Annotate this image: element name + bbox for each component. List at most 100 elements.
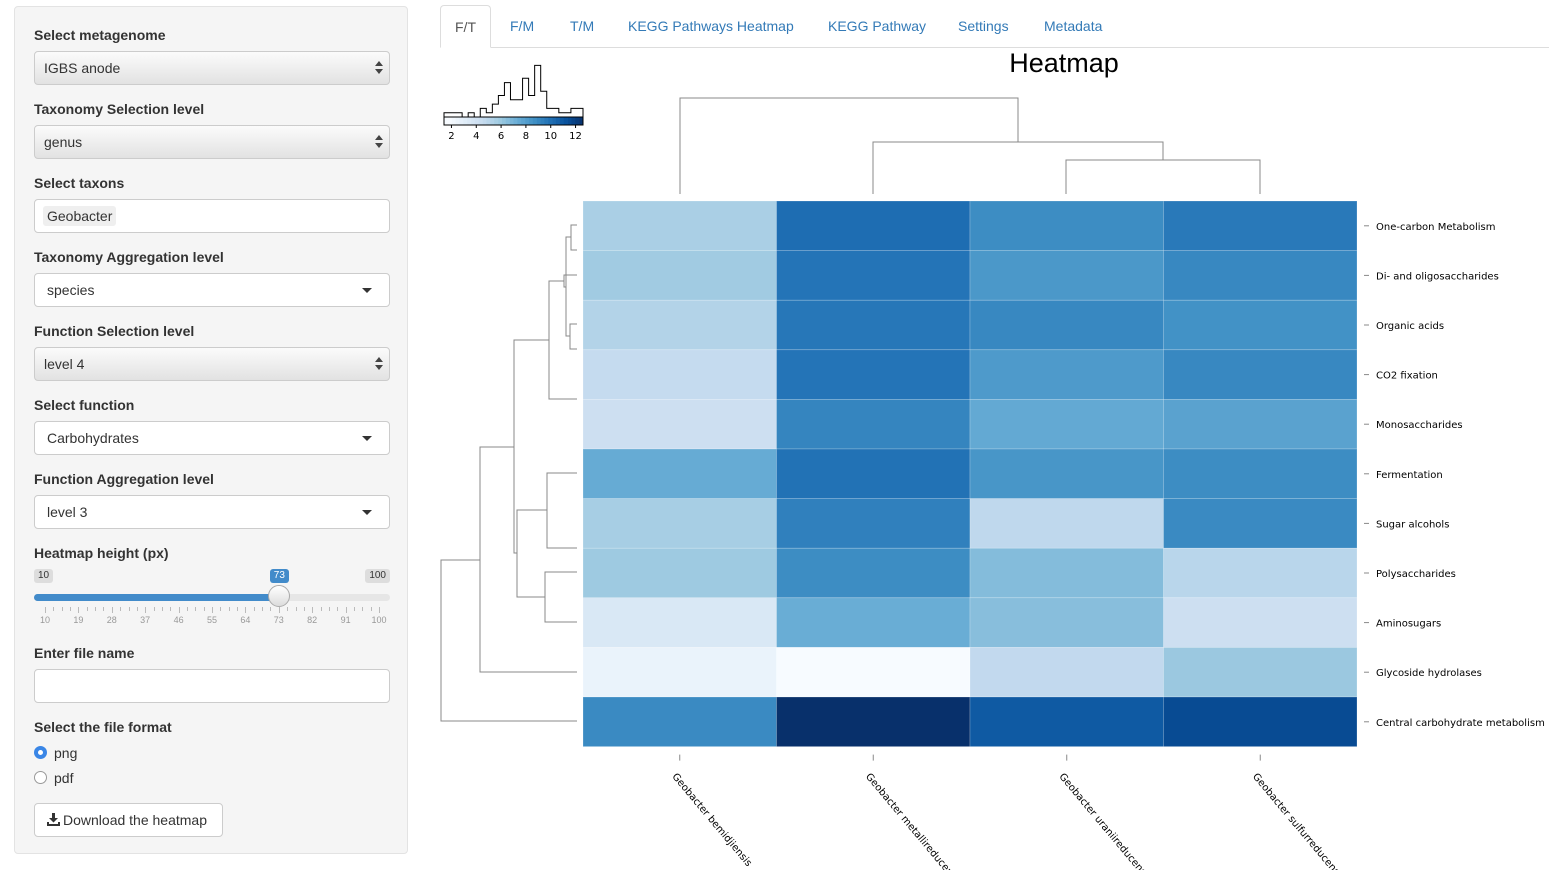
color-key-swatch <box>567 117 572 125</box>
tab-kegg-pathway[interactable]: KEGG Pathway <box>828 18 927 34</box>
slider-grid-tick <box>362 607 364 611</box>
heatmap-cell <box>969 200 1164 251</box>
heatmap-cell <box>582 250 777 301</box>
taxonomy-aggregation-level-select[interactable]: species <box>34 273 390 307</box>
tab-f-m[interactable]: F/M <box>510 18 535 34</box>
tab-metadata[interactable]: Metadata <box>1044 18 1103 34</box>
heatmap-cell <box>969 498 1164 549</box>
tab-kegg-pathways-heatmap[interactable]: KEGG Pathways Heatmap <box>628 18 794 34</box>
tab-settings[interactable]: Settings <box>958 18 1009 34</box>
color-key-frame <box>443 116 584 126</box>
sidebar-panel: Select metagenome IGBS anode Taxonomy Se… <box>14 6 408 854</box>
function-selection-level-select[interactable]: level 4 <box>34 347 390 381</box>
color-key-swatch <box>444 117 449 125</box>
color-key-swatch <box>505 117 510 125</box>
radio-unchecked-icon[interactable] <box>34 771 47 784</box>
select-arrows-icon <box>375 356 383 372</box>
taxons-input[interactable]: Geobacter <box>34 199 390 233</box>
radio-png-label: png <box>54 745 78 761</box>
slider-grid-tick <box>337 607 339 611</box>
color-key-swatch <box>498 117 503 125</box>
column-label: Geobacter metallireducens <box>863 771 959 870</box>
color-key-swatch <box>525 117 530 125</box>
slider-grid-tick <box>161 607 163 611</box>
color-key-histogram <box>443 64 584 118</box>
heatmap-plot: Heatmap 2 4 6 8 10 12 One-carbon Metabolism Di… <box>440 48 1545 870</box>
slider-grid-label: 10 <box>39 615 51 625</box>
column-label: Geobacter sulfurreducens <box>1250 771 1342 870</box>
slider-grid-tick <box>136 607 138 611</box>
tab-f-t[interactable]: F/T <box>440 5 491 48</box>
heatmap-cell <box>1163 349 1358 400</box>
heatmap-cell <box>1163 399 1358 450</box>
heatmap-height-slider-track[interactable] <box>34 594 390 601</box>
slider-grid-tick <box>170 607 172 611</box>
taxonomy-selection-level-select[interactable]: genus <box>34 125 390 159</box>
taxon-chip[interactable]: Geobacter <box>43 206 117 226</box>
column-label: Geobacter bemidjiensis <box>669 771 753 868</box>
metagenome-select[interactable]: IGBS anode <box>34 51 390 85</box>
function-aggregation-level-select[interactable]: level 3 <box>34 495 390 529</box>
heatmap-height-label: Heatmap height (px) <box>34 545 169 561</box>
color-key-label: 6 <box>498 131 504 142</box>
slider-grid-tick <box>287 607 289 611</box>
color-key-swatch <box>517 117 522 125</box>
heatmap-cell <box>776 498 971 549</box>
heatmap-cell <box>776 696 971 747</box>
radio-checked-icon[interactable] <box>34 746 47 759</box>
function-select[interactable]: Carbohydrates <box>34 421 390 455</box>
color-key-swatch <box>521 117 526 125</box>
tab-t-m[interactable]: T/M <box>570 18 595 34</box>
color-key-swatch <box>579 117 584 125</box>
color-key-swatch <box>536 117 541 125</box>
slider-grid-tick <box>303 607 305 611</box>
heatmap-cell <box>969 597 1164 648</box>
file-name-input[interactable] <box>34 669 390 703</box>
slider-grid-label: 37 <box>140 615 151 625</box>
color-key-swatch <box>459 117 464 125</box>
color-key-swatch <box>555 117 561 125</box>
heatmap-cell <box>776 200 971 251</box>
chevron-down-icon <box>362 288 372 293</box>
slider-grid-label: 64 <box>240 615 251 625</box>
heatmap-cell <box>1163 299 1358 351</box>
column-dendrogram <box>679 97 1261 194</box>
color-key-swatch <box>451 117 456 125</box>
heatmap-cell <box>969 696 1164 747</box>
slider-grid-tick <box>78 607 80 613</box>
row-label: Organic acids <box>1376 321 1444 332</box>
slider-grid-label: 19 <box>73 615 84 625</box>
taxonomy-aggregation-level-label: Taxonomy Aggregation level <box>34 249 224 265</box>
color-key-label: 2 <box>448 131 454 142</box>
download-heatmap-button[interactable]: Download the heatmap <box>34 803 223 837</box>
slider-grid-tick <box>103 607 105 611</box>
heatmap-cell <box>776 647 971 698</box>
slider-grid-tick <box>86 607 88 611</box>
color-key-swatch <box>559 117 564 125</box>
row-label: Sugar alcohols <box>1376 519 1449 530</box>
row-label: Fermentation <box>1376 470 1443 481</box>
heatmap-cells <box>582 200 1358 747</box>
slider-grid-tick <box>45 607 46 613</box>
heatmap-cell <box>776 547 971 599</box>
select-arrows-icon <box>375 60 383 76</box>
slider-handle[interactable] <box>267 585 290 607</box>
slider-grid-tick <box>203 607 205 611</box>
heatmap-cell <box>969 647 1164 698</box>
slider-grid-tick <box>53 607 55 611</box>
slider-grid-tick <box>61 607 63 611</box>
color-key-swatch <box>471 117 476 125</box>
metagenome-label: Select metagenome <box>34 27 166 43</box>
heatmap-cell <box>1163 498 1358 549</box>
download-icon <box>47 813 60 826</box>
heatmap-cell <box>969 250 1164 301</box>
heatmap-cell <box>776 399 971 450</box>
heatmap-cell <box>582 448 777 499</box>
color-key-swatch <box>513 117 518 125</box>
function-aggregation-level-value: level 3 <box>47 504 88 520</box>
slider-value-label: 73 <box>269 569 289 583</box>
color-key-label: 12 <box>569 131 582 142</box>
slider-grid-tick <box>379 607 380 613</box>
slider-grid-tick <box>128 607 130 611</box>
color-key-swatch <box>447 117 453 125</box>
